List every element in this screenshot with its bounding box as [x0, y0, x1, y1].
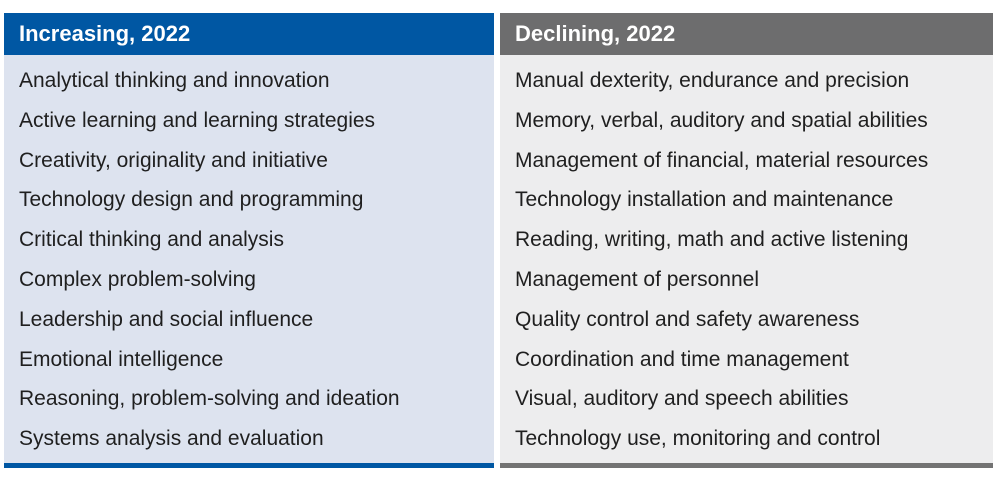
list-item: Reading, writing, math and active listen… — [515, 228, 909, 252]
list-item: Memory, verbal, auditory and spatial abi… — [515, 108, 928, 132]
list-item: Visual, auditory and speech abilities — [515, 387, 849, 411]
list-item: Technology installation and maintenance — [515, 188, 894, 212]
increasing-header: Increasing, 2022 — [4, 13, 494, 55]
list-item: Management of financial, material resour… — [515, 148, 929, 172]
increasing-list: Analytical thinking and innovation Activ… — [4, 55, 494, 459]
list-item: Complex problem-solving — [19, 267, 256, 291]
list-item: Technology use, monitoring and control — [515, 427, 881, 451]
list-item: Creativity, originality and initiative — [19, 148, 328, 172]
declining-list: Manual dexterity, endurance and precisio… — [500, 55, 993, 459]
list-item: Technology design and programming — [19, 188, 364, 212]
list-item: Analytical thinking and innovation — [19, 69, 330, 92]
list-item: Critical thinking and analysis — [19, 228, 284, 252]
list-item: Manual dexterity, endurance and precisio… — [515, 69, 910, 92]
list-item: Active learning and learning strategies — [19, 108, 376, 132]
increasing-skills-panel: Increasing, 2022 Analytical thinking and… — [4, 13, 494, 468]
list-item: Quality control and safety awareness — [515, 307, 860, 331]
list-item: Reasoning, problem-solving and ideation — [19, 387, 400, 411]
list-item: Emotional intelligence — [19, 347, 224, 371]
list-item: Leadership and social influence — [19, 307, 314, 331]
declining-header: Declining, 2022 — [500, 13, 993, 55]
list-item: Coordination and time management — [515, 347, 849, 371]
list-item: Systems analysis and evaluation — [19, 427, 324, 451]
list-item: Management of personnel — [515, 267, 759, 291]
declining-skills-panel: Declining, 2022 Manual dexterity, endura… — [500, 13, 993, 468]
